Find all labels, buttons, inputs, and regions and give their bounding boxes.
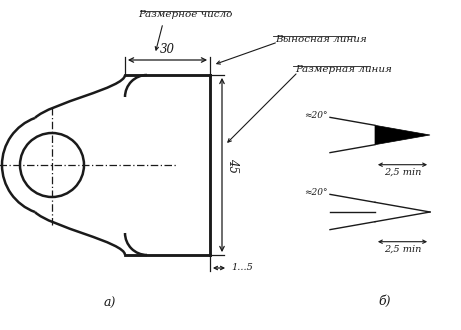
Text: 2,5 min: 2,5 min — [384, 168, 421, 177]
Text: Размерное число: Размерное число — [138, 10, 232, 19]
Text: ≈20°: ≈20° — [305, 111, 328, 120]
Text: ≈20°: ≈20° — [305, 188, 328, 197]
Polygon shape — [375, 125, 430, 145]
Text: Выносная линия: Выносная линия — [275, 35, 367, 44]
Text: б): б) — [379, 295, 391, 308]
Text: 2,5 min: 2,5 min — [384, 245, 421, 254]
Text: 45: 45 — [226, 157, 239, 173]
Text: а): а) — [104, 297, 116, 310]
Text: 30: 30 — [160, 43, 175, 56]
Text: 1...5: 1...5 — [231, 263, 253, 273]
Text: Размерная линия: Размерная линия — [295, 65, 392, 74]
